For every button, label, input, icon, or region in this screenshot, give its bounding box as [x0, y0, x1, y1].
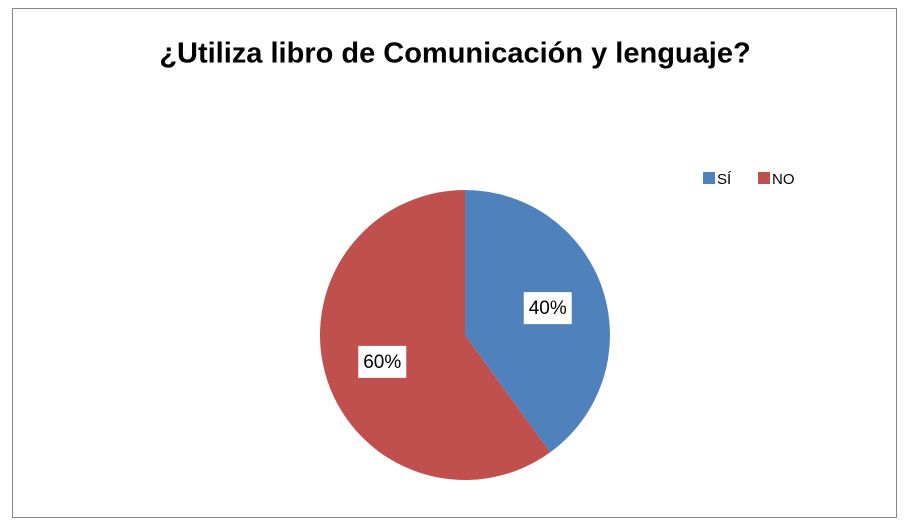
- data-label-box: [358, 345, 407, 378]
- data-label: 40%: [529, 298, 567, 319]
- pie-slice: [320, 190, 551, 480]
- legend-label: SÍ: [717, 171, 732, 188]
- chart-title: ¿Utiliza libro de Comunicación y lenguaj…: [159, 38, 750, 70]
- data-label-box: [523, 292, 572, 325]
- legend-label: NO: [772, 171, 795, 188]
- data-label: 60%: [363, 352, 401, 373]
- legend-swatch: [758, 172, 770, 184]
- legend-swatch: [703, 172, 715, 184]
